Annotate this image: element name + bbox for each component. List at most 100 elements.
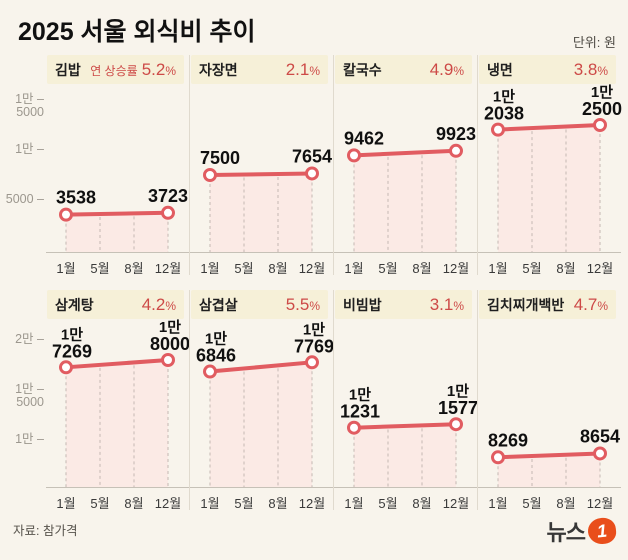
data-point-start [59, 360, 73, 375]
trend-line [208, 360, 314, 374]
month-label: 1월 [56, 496, 76, 511]
annual-rate: 4.9% [430, 60, 464, 80]
chart-panel-김치찌개백반: 김치찌개백반 4.7% 8269 8654 1월 5월 8월 12월 [477, 290, 621, 511]
chart-header-badge: 자장면 2.1% [191, 55, 328, 84]
percent-sign: % [309, 298, 320, 313]
value-label: 6846 [196, 346, 236, 366]
rate-value: 2.1 [285, 59, 310, 79]
chart-header-badge: 김치찌개백반 4.7% [479, 290, 616, 319]
percent-sign: % [597, 298, 608, 313]
month-label: 12월 [586, 261, 614, 276]
month-label: 5월 [378, 261, 398, 276]
annual-rate: 4.2% [142, 295, 176, 315]
month-label: 8월 [268, 496, 288, 511]
news1-one-icon: 1 [586, 516, 618, 546]
percent-sign: % [309, 63, 320, 78]
trend-line [352, 422, 458, 430]
mini-chart-svg: 3538 3723 [46, 186, 189, 253]
x-axis-labels: 1월 5월 8월 12월 [334, 253, 477, 276]
value-label: 9923 [436, 124, 476, 144]
y-tick-label: 1만 – [15, 432, 44, 446]
chart-panel-냉면: 냉면 3.8% 1만 2038 1만 2500 1월 5월 8월 12월 [477, 55, 622, 276]
rate-value: 5.5 [285, 294, 310, 314]
area-fill [66, 212, 168, 252]
annual-rate: 연 상승률 5.2% [90, 60, 176, 80]
trend-line [496, 451, 602, 460]
trend-line [208, 171, 314, 177]
food-name-label: 비빔밥 [343, 296, 382, 313]
value-label: 1577 [438, 398, 478, 418]
annual-rate: 3.8% [574, 60, 608, 80]
month-label: 12월 [442, 261, 470, 276]
unit-label: 단위: 원 [572, 35, 616, 50]
food-name-label: 삼계탕 [55, 296, 94, 313]
month-label: 5월 [90, 496, 110, 511]
y-axis-gutter: 1만 – 5000 1만 – 5000 – [0, 55, 46, 285]
month-label: 8월 [124, 261, 144, 276]
area-fill [210, 173, 312, 252]
value-label: 7500 [200, 148, 240, 168]
month-label: 5월 [234, 496, 254, 511]
mini-chart-svg: 9462 9923 [334, 124, 477, 253]
month-label: 5월 [522, 261, 542, 276]
month-label: 1월 [56, 261, 76, 276]
data-point-start [491, 122, 505, 137]
data-point-end [449, 143, 463, 158]
trend-line [496, 123, 602, 132]
value-label: 2038 [484, 104, 524, 124]
value-label: 7269 [52, 341, 92, 361]
value-label: 1만 [205, 331, 227, 348]
value-label: 8269 [488, 430, 528, 450]
month-label: 1월 [200, 496, 220, 511]
month-label: 8월 [268, 261, 288, 276]
value-label: 8654 [580, 426, 620, 446]
x-axis-labels: 1월 5월 8월 12월 [190, 488, 333, 511]
value-label: 9462 [344, 128, 384, 148]
rate-value: 3.8 [573, 59, 598, 79]
month-label: 8월 [412, 496, 432, 511]
month-label: 12월 [298, 261, 326, 276]
value-label: 7769 [294, 336, 334, 356]
data-point-start [347, 148, 361, 163]
data-point-end [449, 417, 463, 432]
data-point-start [347, 420, 361, 435]
data-point-start [203, 364, 217, 379]
month-label: 1월 [344, 261, 364, 276]
chart-grid-row-bottom: 2만 –1만 – 5000 1만 – 삼계탕 4.2% 1만 7269 1만 8000 1월 5… [0, 290, 621, 520]
data-point-end [161, 353, 175, 367]
chart-header-badge: 삼계탕 4.2% [47, 290, 184, 319]
chart-header-badge: 삼겹살 5.5% [191, 290, 328, 319]
x-axis-labels: 1월 5월 8월 12월 [334, 488, 477, 511]
food-name-label: 김밥 [55, 61, 81, 78]
month-label: 8월 [556, 496, 576, 511]
chart-panel-자장면: 자장면 2.1% 7500 7654 1월 5월 8월 12월 [189, 55, 333, 276]
rate-value: 5.2 [141, 59, 166, 79]
food-name-label: 자장면 [199, 61, 238, 78]
food-name-label: 칼국수 [343, 61, 382, 78]
area-fill [354, 424, 456, 487]
chart-panel-비빔밥: 비빔밥 3.1% 1만 1231 1만 1577 1월 5월 8월 12월 [333, 290, 478, 511]
rate-prefix-label: 연 상승률 [90, 63, 138, 78]
food-name-label: 삼겹살 [199, 296, 238, 313]
annual-rate: 3.1% [430, 295, 464, 315]
mini-chart-svg: 7500 7654 [190, 146, 333, 253]
source-label: 자료: 참가격 [13, 524, 78, 538]
x-axis-labels: 1월 5월 8월 12월 [478, 253, 621, 276]
y-tick-label: 1만 – 5000 [15, 92, 44, 119]
value-label: 1만 [447, 383, 469, 400]
chart-panel-칼국수: 칼국수 4.9% 9462 9923 1월 5월 8월 12월 [333, 55, 477, 276]
month-label: 12월 [154, 496, 182, 511]
area-fill [498, 453, 600, 487]
trend-line [352, 148, 458, 158]
month-label: 8월 [412, 261, 432, 276]
value-label: 1만 [303, 321, 325, 338]
news1-logo: 뉴스 1 [547, 515, 618, 547]
chart-panel-김밥: 김밥 연 상승률 5.2% 3538 3723 1월 5월 8월 12월 [46, 55, 189, 276]
value-label: 1만 [159, 319, 181, 336]
data-point-end [305, 166, 319, 181]
food-name-label: 김치찌개백반 [487, 296, 565, 313]
